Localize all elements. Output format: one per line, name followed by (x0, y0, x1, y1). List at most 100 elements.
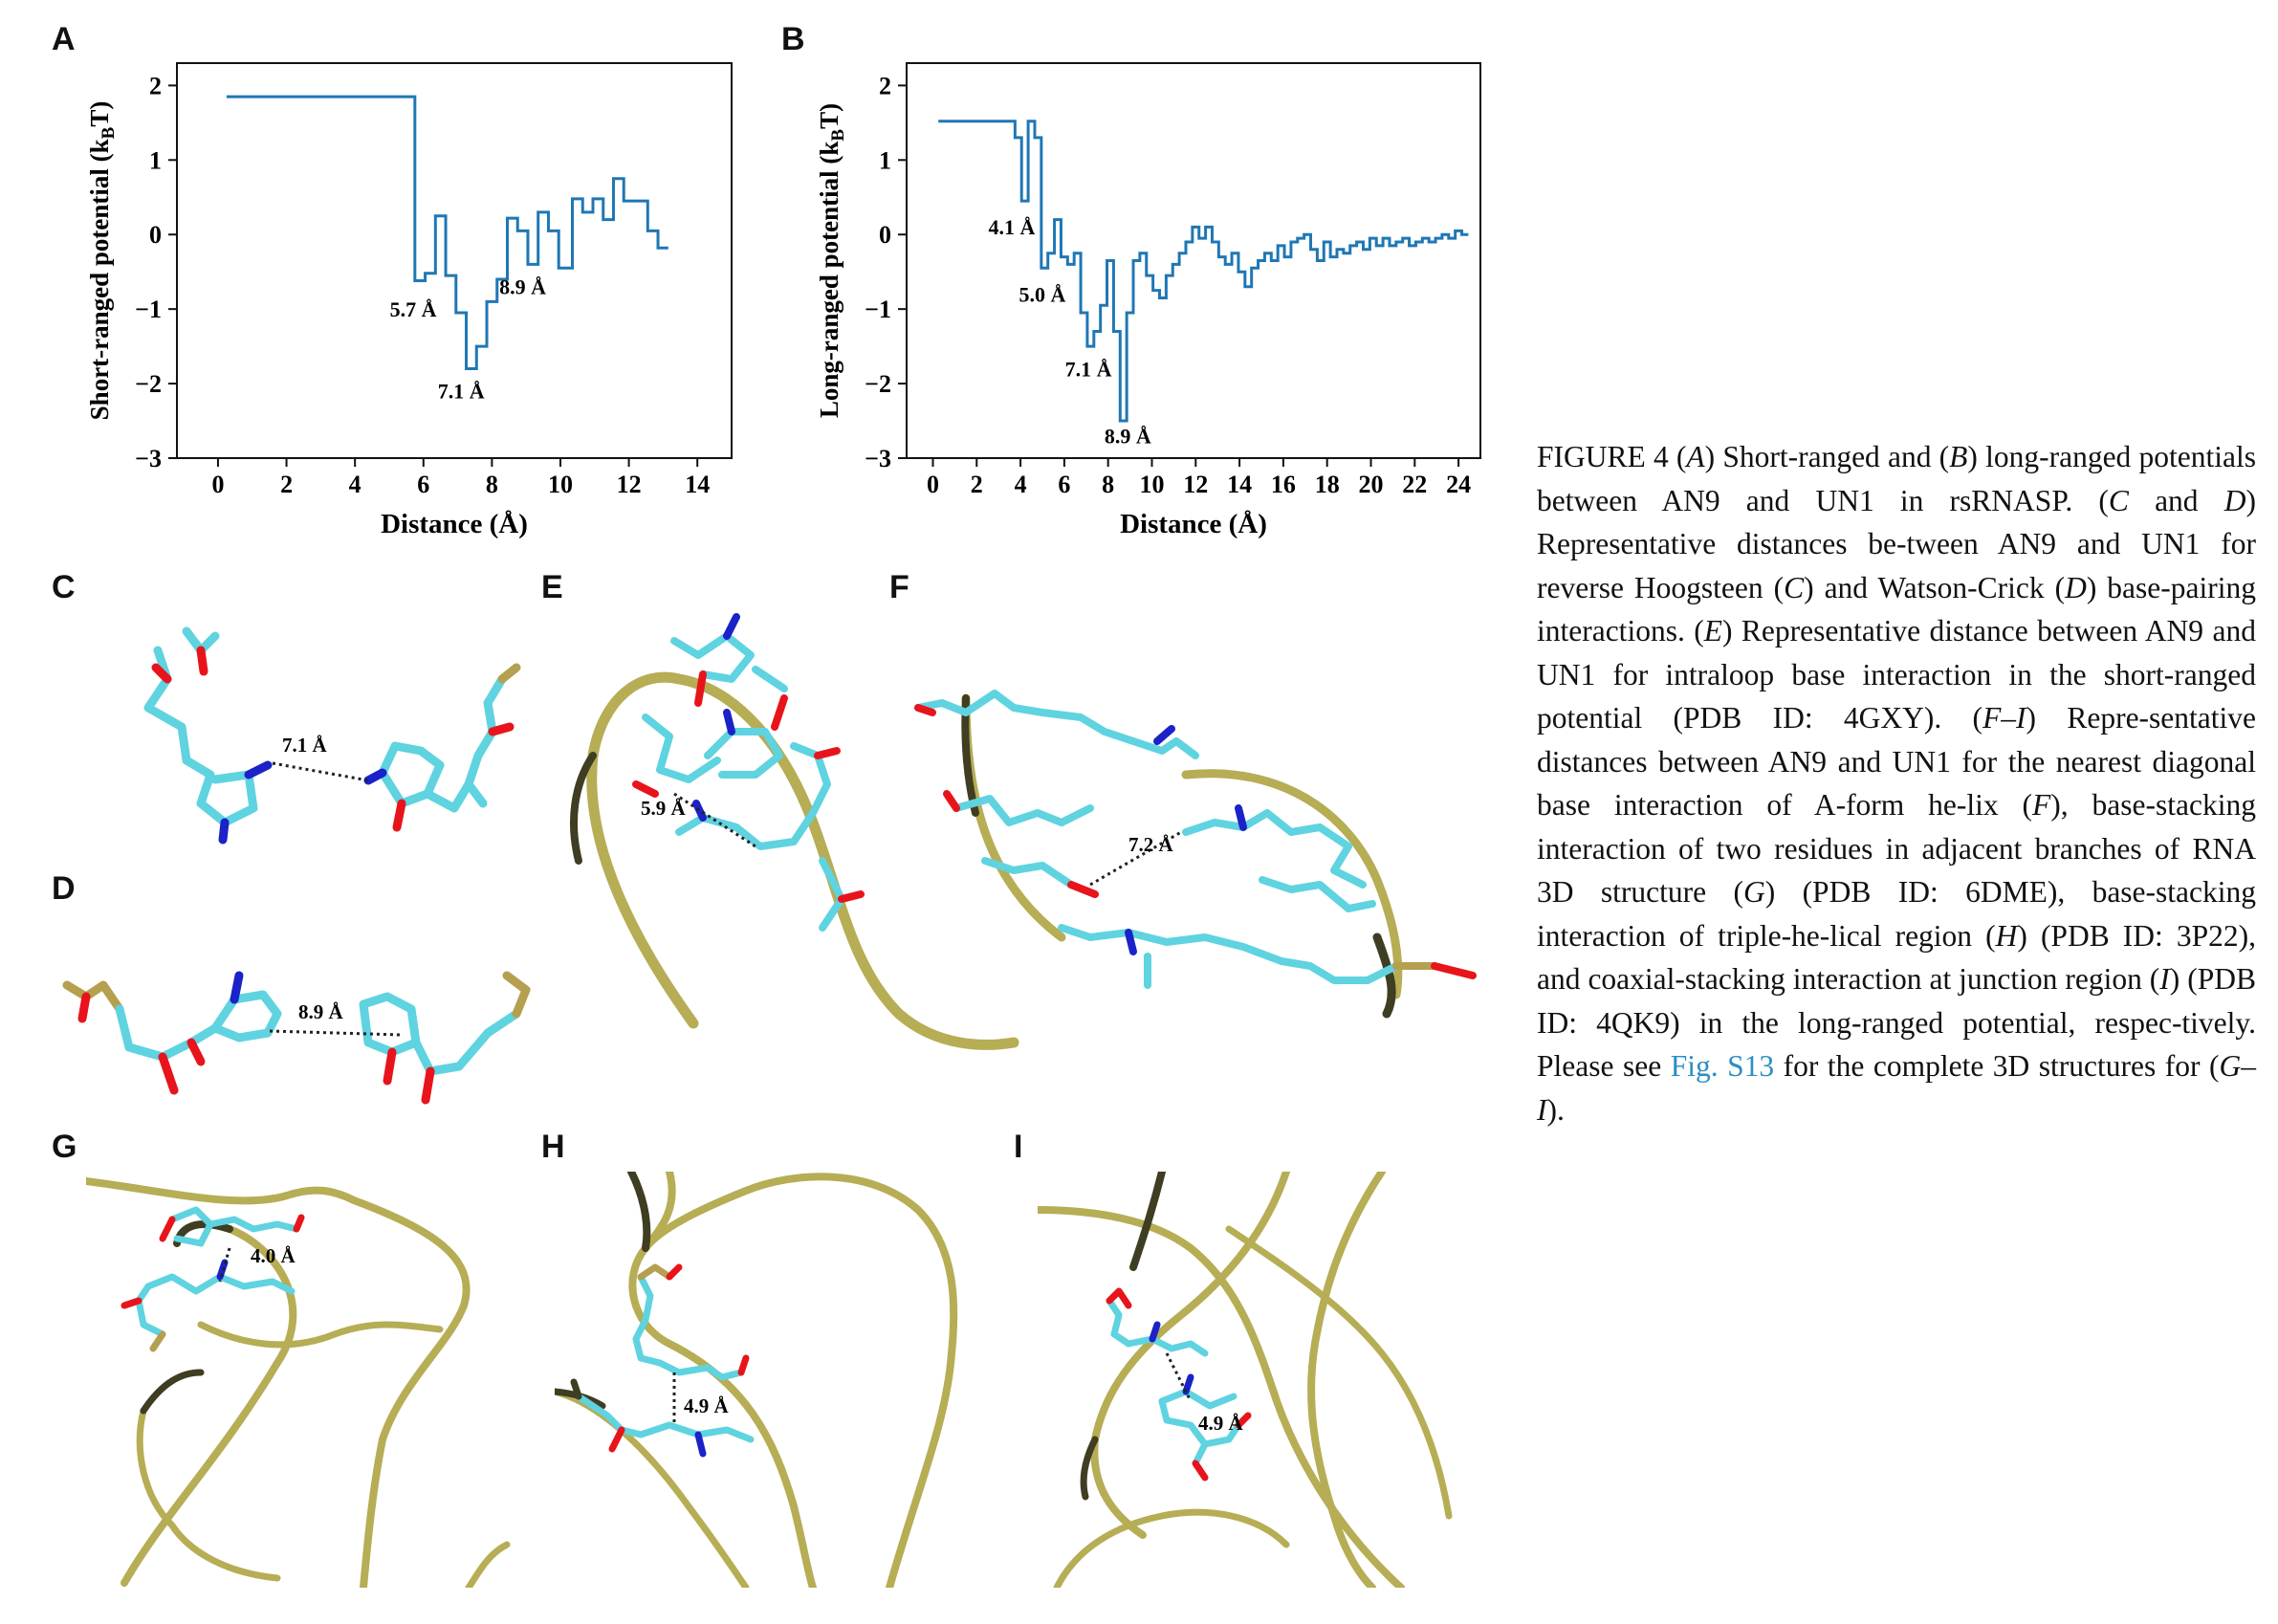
minimum-annotation: 7.1 Å (438, 380, 485, 404)
structure-d-watson-crick: 8.9 Å (62, 971, 531, 1105)
structure-i-coaxial-stacking: 4.9 Å (1038, 1172, 1453, 1588)
caption-italic: F–I (1982, 701, 2026, 735)
caption-text: ) (PDB ID: 6DME), base-stacking interact… (1537, 875, 2256, 953)
structure-e-intraloop: 5.9 Å (570, 613, 1019, 1050)
x-tick-label: 10 (1139, 471, 1164, 498)
caption-text: for the complete 3D structures for ( (1774, 1049, 2220, 1083)
x-tick-label: 2 (971, 471, 983, 498)
x-tick-label: 18 (1315, 471, 1340, 498)
x-tick-label: 2 (280, 471, 293, 498)
caption-italic: G (1742, 875, 1765, 909)
minimum-annotation: 8.9 Å (499, 275, 546, 299)
caption-text: ) Representative distance between AN9 an… (1537, 614, 2256, 735)
distance-label-g: 4.0 Å (251, 1244, 296, 1267)
x-tick-label: 4 (349, 471, 361, 498)
y-tick-label: −3 (135, 445, 162, 472)
panel-label-i: I (1014, 1129, 1023, 1165)
caption-italic: H (1995, 918, 2018, 953)
caption-italic: B (1949, 440, 1968, 473)
caption-italic: A (1686, 440, 1705, 473)
distance-label-f: 7.2 Å (1128, 833, 1174, 856)
panel-label-c: C (52, 569, 76, 605)
y-tick-label: −2 (135, 370, 162, 398)
x-tick-label: 0 (211, 471, 224, 498)
minimum-annotation: 8.9 Å (1105, 424, 1151, 448)
y-tick-label: −2 (865, 370, 891, 398)
caption-italic: E (1703, 614, 1722, 647)
x-tick-label: 0 (927, 471, 939, 498)
y-tick-label: −1 (135, 296, 162, 323)
structure-c-reverse-hoogsteen: 7.1 Å (143, 626, 521, 845)
caption-text: ) Representative distances be-tween AN9 … (1537, 483, 2256, 604)
panel-label-d: D (52, 870, 76, 907)
caption-italic: D (2223, 483, 2246, 517)
panel-label-e: E (541, 569, 563, 605)
x-tick-label: 6 (417, 471, 429, 498)
potential-series-line (226, 95, 668, 370)
structure-h-triple-helical: 4.9 Å (555, 1172, 958, 1588)
y-tick-label: 1 (149, 146, 162, 174)
distance-label-h: 4.9 Å (684, 1394, 730, 1417)
minimum-annotation: 4.1 Å (988, 215, 1035, 239)
caption-text: ) base-pairing interactions. ( (1537, 570, 2256, 648)
y-axis-label: Long-ranged potential (kBT) (815, 103, 848, 418)
caption-italic: F (2032, 788, 2051, 822)
distance-label-d: 8.9 Å (298, 1000, 344, 1023)
y-axis-label: Short-ranged potential (kBT) (85, 101, 119, 421)
x-tick-label: 14 (1227, 471, 1252, 498)
x-tick-label: 20 (1358, 471, 1383, 498)
caption-text: ), base-stacking interaction of two resi… (1537, 788, 2256, 909)
supplementary-figure-link[interactable]: Fig. S13 (1670, 1049, 1775, 1083)
minimum-annotation: 7.1 Å (1065, 357, 1112, 381)
caption-text: ) (PDB ID: 3P22), and coaxial-stacking i… (1537, 918, 2256, 997)
potential-series-line (938, 120, 1469, 423)
caption-text: ) Repre-sentative distances between AN9 … (1537, 701, 2257, 822)
figure-caption: FIGURE 4 (A) Short-ranged and (B) long-r… (1537, 435, 2256, 1131)
x-axis-label: Distance (Å) (1120, 509, 1267, 539)
distance-label-e: 5.9 Å (641, 797, 687, 820)
y-tick-label: 2 (149, 72, 162, 99)
x-tick-label: 24 (1446, 471, 1471, 498)
minimum-annotation: 5.7 Å (390, 297, 437, 321)
plot-frame (176, 62, 733, 459)
caption-text: ) (PDB ID: 4QK9) in the long-ranged pote… (1537, 962, 2256, 1083)
caption-text: ) Short-ranged and ( (1704, 440, 1950, 473)
y-tick-label: 2 (879, 72, 891, 99)
x-axis-label: Distance (Å) (381, 509, 528, 539)
y-tick-label: −1 (865, 296, 891, 323)
minimum-annotation: 5.0 Å (1019, 282, 1066, 306)
panel-label-f: F (889, 569, 909, 605)
distance-label-c: 7.1 Å (282, 734, 328, 757)
x-tick-label: 12 (617, 471, 642, 498)
structure-g-base-stacking: 4.0 Å (86, 1177, 511, 1588)
x-tick-label: 16 (1271, 471, 1296, 498)
panel-label-g: G (52, 1129, 77, 1165)
caption-text: and (2128, 483, 2224, 517)
x-tick-label: 8 (486, 471, 498, 498)
panel-label-h: H (541, 1129, 565, 1165)
panel-label-b: B (781, 21, 805, 57)
distance-label-i: 4.9 Å (1198, 1412, 1244, 1435)
y-tick-label: −3 (865, 445, 891, 472)
x-tick-label: 14 (685, 471, 710, 498)
x-tick-label: 6 (1058, 471, 1070, 498)
caption-italic: C (1784, 570, 1805, 604)
x-tick-label: 12 (1183, 471, 1208, 498)
caption-text: FIGURE 4 ( (1537, 440, 1687, 473)
y-tick-label: 0 (879, 221, 891, 249)
caption-text: ) and Watson-Crick ( (1804, 570, 2066, 604)
caption-italic: G–I (1537, 1049, 2256, 1127)
x-tick-label: 10 (548, 471, 573, 498)
x-tick-label: 8 (1102, 471, 1114, 498)
caption-italic: I (2159, 962, 2170, 996)
caption-text: ). (1546, 1092, 1565, 1127)
y-tick-label: 1 (879, 146, 891, 174)
caption-text: ) long-ranged potentials between AN9 and… (1537, 440, 2256, 517)
plot-frame (906, 62, 1481, 459)
caption-italic: C (2108, 483, 2129, 517)
structure-f-diagonal: 7.2 Å (914, 690, 1477, 1019)
x-tick-label: 4 (1015, 471, 1027, 498)
x-tick-label: 22 (1402, 471, 1427, 498)
